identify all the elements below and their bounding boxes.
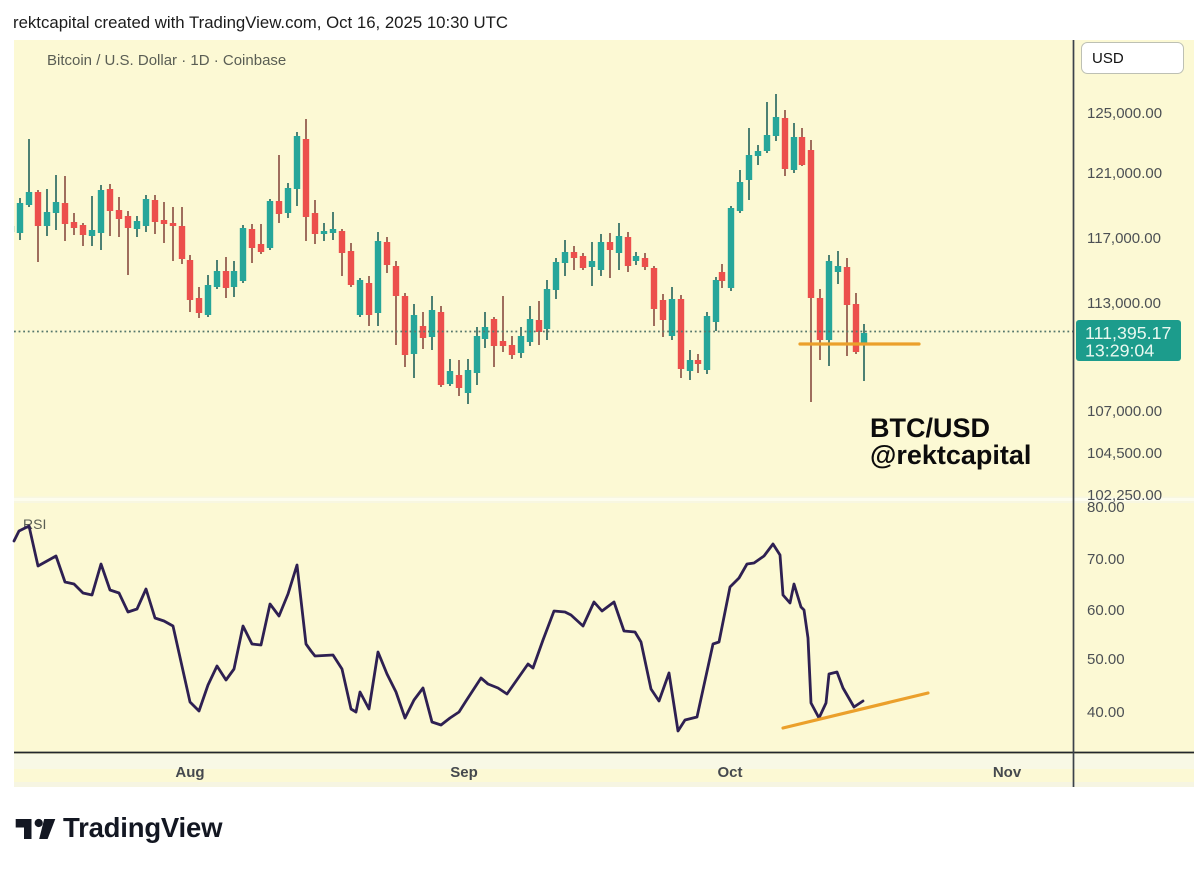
svg-text:Nov: Nov [993,764,1022,781]
svg-text:125,000.00: 125,000.00 [1087,105,1162,122]
svg-text:Bitcoin / U.S. Dollar · 1D · C: Bitcoin / U.S. Dollar · 1D · Coinbase [47,52,286,69]
svg-text:RSI: RSI [23,516,46,532]
svg-text:80.00: 80.00 [1087,499,1125,516]
svg-text:40.00: 40.00 [1087,704,1125,721]
svg-text:107,000.00: 107,000.00 [1087,403,1162,420]
svg-text:BTC/USD: BTC/USD [870,413,990,443]
svg-text:Sep: Sep [450,764,478,781]
svg-text:Aug: Aug [175,764,204,781]
svg-text:113,000.00: 113,000.00 [1087,295,1161,312]
svg-text:104,500.00: 104,500.00 [1087,445,1162,462]
svg-text:rektcapital created with Tradi: rektcapital created with TradingView.com… [13,13,508,32]
svg-text:121,000.00: 121,000.00 [1087,165,1162,182]
svg-text:13:29:04: 13:29:04 [1085,341,1154,361]
svg-text:50.00: 50.00 [1087,651,1125,668]
svg-text:Oct: Oct [717,764,742,781]
svg-text:60.00: 60.00 [1087,602,1125,619]
svg-text:117,000.00: 117,000.00 [1087,230,1161,247]
svg-text:@rektcapital: @rektcapital [870,440,1031,470]
svg-text:70.00: 70.00 [1087,551,1125,568]
svg-text:USD: USD [1092,50,1124,67]
svg-text:102,250.00: 102,250.00 [1087,487,1162,504]
svg-text:111,395.17: 111,395.17 [1085,323,1171,343]
svg-text:TradingView: TradingView [63,812,223,843]
